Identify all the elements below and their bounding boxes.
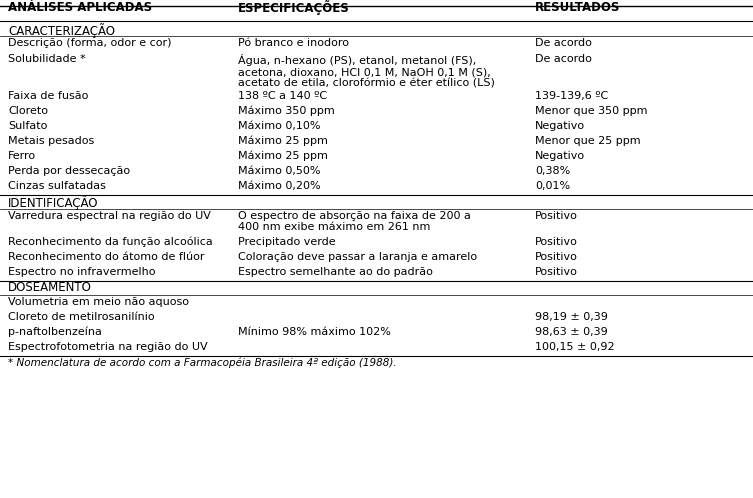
Text: O espectro de absorção na faixa de 200 a
400 nm exibe máximo em 261 nm: O espectro de absorção na faixa de 200 a…: [238, 211, 471, 232]
Text: 0,01%: 0,01%: [535, 181, 570, 191]
Text: Positivo: Positivo: [535, 211, 578, 221]
Text: Espectrofotometria na região do UV: Espectrofotometria na região do UV: [8, 342, 208, 352]
Text: 0,38%: 0,38%: [535, 166, 570, 176]
Text: Faixa de fusão: Faixa de fusão: [8, 91, 88, 101]
Text: Precipitado verde: Precipitado verde: [238, 237, 336, 247]
Text: Coloração deve passar a laranja e amarelo: Coloração deve passar a laranja e amarel…: [238, 252, 477, 262]
Text: Solubilidade *: Solubilidade *: [8, 54, 86, 64]
Text: Pó branco e inodoro: Pó branco e inodoro: [238, 38, 349, 48]
Text: Espectro no infravermelho: Espectro no infravermelho: [8, 267, 156, 277]
Text: * Nomenclatura de acordo com a Farmacopéia Brasileira 4ª edição (1988).: * Nomenclatura de acordo com a Farmacopé…: [8, 358, 397, 369]
Text: Máximo 0,10%: Máximo 0,10%: [238, 121, 321, 131]
Text: Máximo 350 ppm: Máximo 350 ppm: [238, 106, 335, 116]
Text: 100,15 ± 0,92: 100,15 ± 0,92: [535, 342, 614, 352]
Text: Perda por dessecação: Perda por dessecação: [8, 166, 130, 176]
Text: 98,19 ± 0,39: 98,19 ± 0,39: [535, 312, 608, 322]
Text: Máximo 25 ppm: Máximo 25 ppm: [238, 136, 328, 146]
Text: Negativo: Negativo: [535, 121, 585, 131]
Text: Volumetria em meio não aquoso: Volumetria em meio não aquoso: [8, 297, 189, 307]
Text: Cinzas sulfatadas: Cinzas sulfatadas: [8, 181, 106, 191]
Text: Máximo 0,20%: Máximo 0,20%: [238, 181, 321, 191]
Text: p-naftolbenzeína: p-naftolbenzeína: [8, 327, 102, 337]
Text: Máximo 0,50%: Máximo 0,50%: [238, 166, 321, 176]
Text: Ferro: Ferro: [8, 151, 36, 161]
Text: 98,63 ± 0,39: 98,63 ± 0,39: [535, 327, 608, 337]
Text: Mínimo 98% máximo 102%: Mínimo 98% máximo 102%: [238, 327, 391, 337]
Text: ANÁLISES APLICADAS: ANÁLISES APLICADAS: [8, 1, 152, 14]
Text: Menor que 25 ppm: Menor que 25 ppm: [535, 136, 641, 146]
Text: Menor que 350 ppm: Menor que 350 ppm: [535, 106, 648, 116]
Text: Positivo: Positivo: [535, 237, 578, 247]
Text: Reconhecimento da função alcoólica: Reconhecimento da função alcoólica: [8, 237, 213, 248]
Text: ESPECIFICAÇÕES: ESPECIFICAÇÕES: [238, 0, 349, 15]
Text: De acordo: De acordo: [535, 54, 592, 64]
Text: 139-139,6 ºC: 139-139,6 ºC: [535, 91, 608, 101]
Text: IDENTIFICAÇÃO: IDENTIFICAÇÃO: [8, 195, 99, 210]
Text: Varredura espectral na região do UV: Varredura espectral na região do UV: [8, 211, 211, 221]
Text: Água, n-hexano (PS), etanol, metanol (FS),
acetona, dioxano, HCl 0,1 M, NaOH 0,1: Água, n-hexano (PS), etanol, metanol (FS…: [238, 54, 495, 89]
Text: Positivo: Positivo: [535, 252, 578, 262]
Text: Negativo: Negativo: [535, 151, 585, 161]
Text: DOSEAMENTO: DOSEAMENTO: [8, 281, 92, 294]
Text: Metais pesados: Metais pesados: [8, 136, 94, 146]
Text: Descrição (forma, odor e cor): Descrição (forma, odor e cor): [8, 38, 172, 48]
Text: Positivo: Positivo: [535, 267, 578, 277]
Text: Cloreto: Cloreto: [8, 106, 48, 116]
Text: Sulfato: Sulfato: [8, 121, 47, 131]
Text: Cloreto de metilrosanilínio: Cloreto de metilrosanilínio: [8, 312, 154, 322]
Text: De acordo: De acordo: [535, 38, 592, 48]
Text: Máximo 25 ppm: Máximo 25 ppm: [238, 151, 328, 161]
Text: Espectro semelhante ao do padrão: Espectro semelhante ao do padrão: [238, 267, 433, 277]
Text: RESULTADOS: RESULTADOS: [535, 1, 620, 14]
Text: CARACTERIZAÇÃO: CARACTERIZAÇÃO: [8, 23, 115, 38]
Text: Reconhecimento do átomo de flúor: Reconhecimento do átomo de flúor: [8, 252, 205, 262]
Text: 138 ºC a 140 ºC: 138 ºC a 140 ºC: [238, 91, 327, 101]
